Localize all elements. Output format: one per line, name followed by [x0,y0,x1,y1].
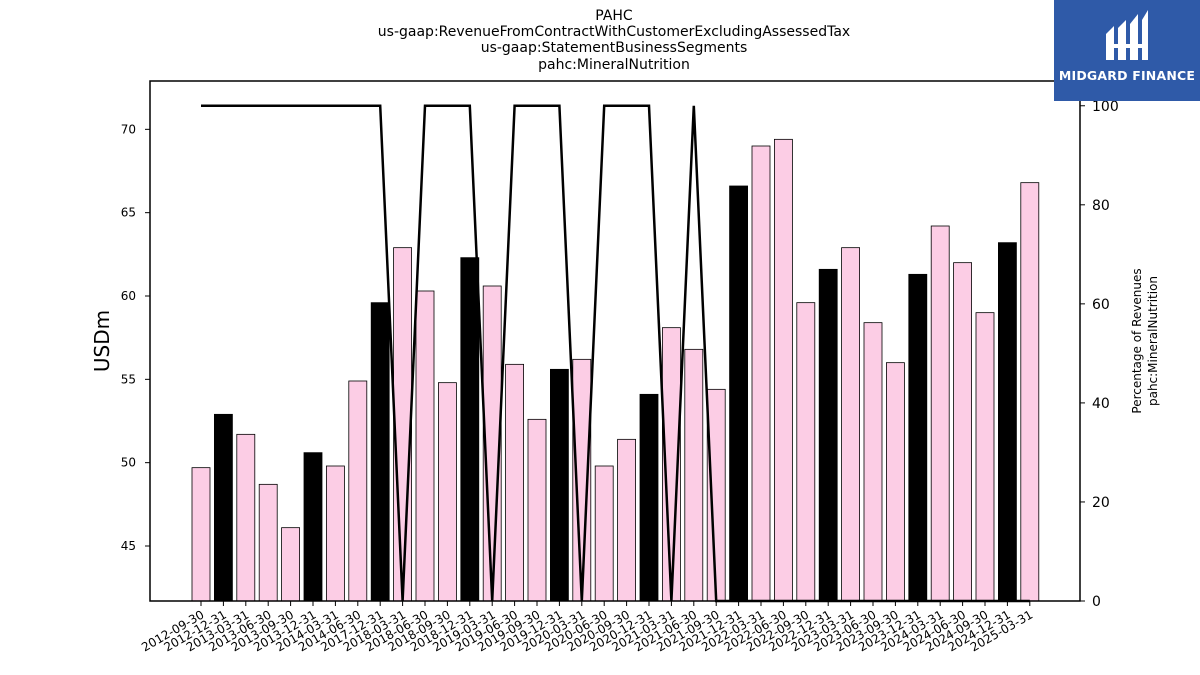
bar-2022-06-30 [774,138,793,602]
bar-2022-09-30 [796,302,816,602]
bar-2013-09-30 [281,527,301,602]
logo-text: MIDGARD FINANCE [1058,68,1196,83]
y-tick-label-right-100: 100 [1092,99,1119,115]
percentage-line [201,104,1030,603]
bar-2020-09-30 [617,438,636,602]
bar-2021-06-30 [684,348,704,602]
bar-2021-12-31 [729,185,748,602]
y-tick-label-left-65: 65 [121,206,136,220]
bar-2022-03-31 [751,145,771,602]
y-axis-label-right-line-2: pahc:MineralNutrition [1146,276,1160,406]
bar-2018-09-30 [437,382,457,602]
bar-2018-03-31 [393,247,413,602]
bar-2019-12-31 [550,368,569,602]
bar-2020-12-31 [639,393,659,602]
y-axis-label-right-line-1: Percentage of Revenues [1130,268,1144,413]
title-line-4: pahc:MineralNutrition [538,57,690,73]
percentage-line-series [201,104,1030,603]
x-axis: 2012-09-302012-12-312013-03-312013-06-30… [139,601,1035,654]
y-tick-label-right-60: 60 [1092,297,1110,313]
y-tick-label-right-40: 40 [1092,396,1110,412]
midgard-finance-logo: MIDGARD FINANCE [1054,0,1200,101]
bar-2020-06-30 [594,465,614,602]
bar-2017-12-31 [370,302,390,602]
bar-2024-03-31 [930,225,950,602]
bar-2012-12-31 [213,413,233,602]
y-tick-label-left-60: 60 [121,289,136,303]
y-axis-left: 45 50 55 60 65 70 [121,122,150,553]
y-tick-label-left-70: 70 [121,122,136,136]
bar-2019-06-30 [505,363,525,602]
bar-2023-06-30 [863,322,883,602]
bar-2012-09-30 [191,467,211,602]
plot-frame [149,80,1081,602]
bar-2021-09-30 [706,388,726,602]
bar-2013-12-31 [303,452,323,602]
bar-2014-06-30 [348,380,368,602]
y-tick-label-right-0: 0 [1092,594,1101,610]
title-line-2: us-gaap:RevenueFromContractWithCustomerE… [378,24,850,40]
bar-2023-03-31 [841,247,860,602]
y-tick-label-right-80: 80 [1092,198,1110,214]
title-line-3: us-gaap:StatementBusinessSegments [481,40,748,56]
y-axis-right: 0 20 40 60 80 100 [1080,99,1119,610]
bar-2024-09-30 [975,312,995,602]
bar-series [191,138,1040,602]
bar-2024-06-30 [953,262,972,602]
chart-title: PAHC us-gaap:RevenueFromContractWithCust… [378,8,850,73]
bar-2018-12-31 [460,257,480,602]
y-tick-label-left-50: 50 [121,456,136,470]
y-tick-label-left-55: 55 [121,372,136,386]
bar-2014-03-31 [325,465,345,602]
y-tick-label-left-45: 45 [121,539,136,553]
y-axis-label-left: USDm [90,310,114,372]
bar-2023-09-30 [886,362,905,602]
bar-2013-03-31 [236,433,256,602]
bar-2025-03-31 [1020,182,1040,602]
bar-2013-06-30 [258,483,278,602]
bar-2024-12-31 [998,242,1017,602]
bar-2018-06-30 [415,290,435,602]
y-tick-label-right-20: 20 [1092,495,1110,511]
logo-mark-icon [1106,10,1148,60]
bar-2019-09-30 [527,418,547,602]
bar-2023-12-31 [908,273,928,602]
title-line-1: PAHC [595,8,633,24]
bar-2022-12-31 [818,268,838,602]
